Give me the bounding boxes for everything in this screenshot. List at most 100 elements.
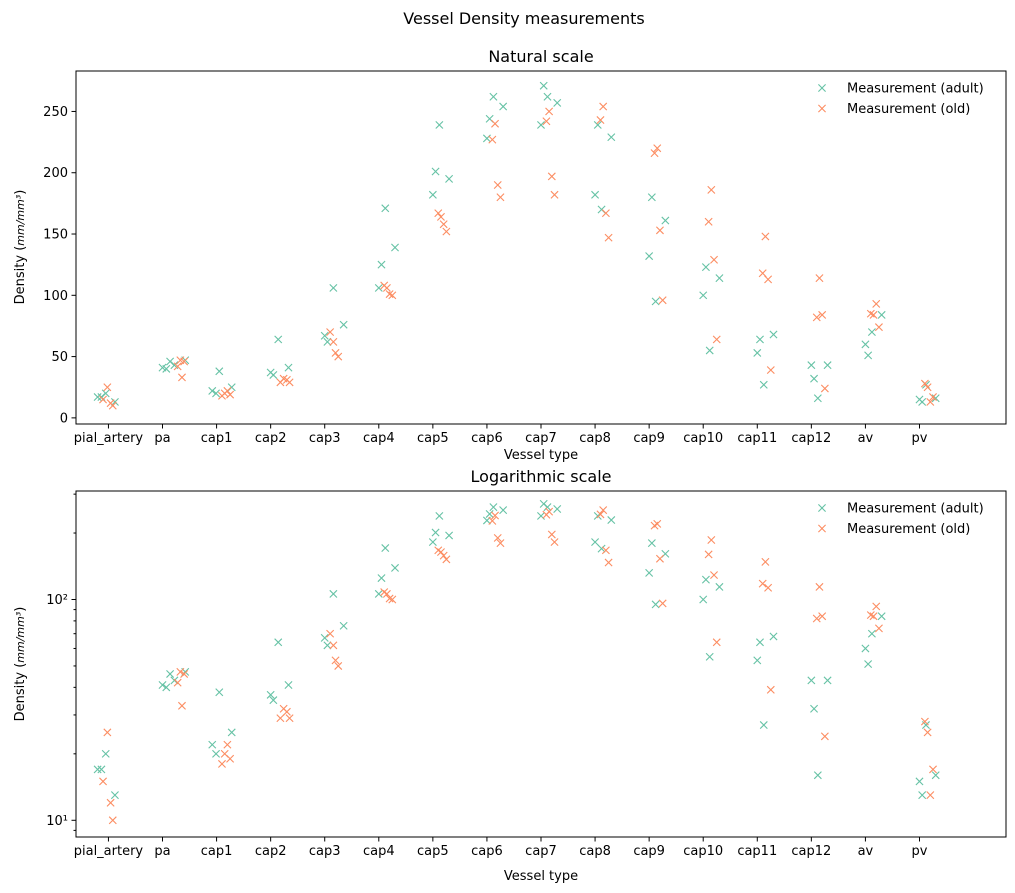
natural-scale-point-old (488, 135, 497, 144)
natural-scale-point-old (869, 310, 878, 319)
natural-scale-x-label: Vessel type (504, 448, 578, 463)
natural-scale-point-adult (374, 283, 383, 292)
log-scale-point-old (99, 777, 108, 786)
log-scale-point-adult (110, 791, 119, 800)
log-scale-point-old (866, 611, 875, 620)
log-scale-x-tick-label: pa (154, 844, 170, 859)
log-scale-point-old (758, 579, 767, 588)
natural-scale-point-adult (162, 364, 171, 373)
natural-scale-y-label-unit: mm/mm³ (14, 194, 27, 246)
natural-scale-point-old (491, 119, 500, 128)
natural-scale-y-label-text: Density (13, 255, 28, 305)
log-scale-point-old (282, 707, 291, 716)
log-scale-point-old (872, 602, 881, 611)
log-scale-point-adult (97, 765, 106, 774)
log-scale-point-adult (861, 644, 870, 653)
natural-scale-x-tick-label: cap8 (579, 431, 611, 446)
log-scale-point-old (436, 548, 445, 557)
natural-scale-y-tick-label: 50 (51, 350, 68, 365)
log-scale-point-old (766, 685, 775, 694)
natural-scale-point-old (815, 274, 824, 283)
log-scale-x-tick-label: cap12 (791, 844, 831, 859)
log-scale-x-tick-label: cap5 (417, 844, 449, 859)
natural-scale-point-adult (215, 367, 224, 376)
natural-scale-point-old (329, 337, 338, 346)
natural-scale-point-old (436, 212, 445, 221)
log-scale-point-old (920, 717, 929, 726)
natural-scale-point-adult (918, 397, 927, 406)
natural-scale-legend-marker-adult (818, 84, 826, 92)
log-scale-point-old (326, 629, 335, 638)
natural-scale-point-adult (715, 274, 724, 283)
natural-scale-point-adult (101, 389, 110, 398)
natural-scale-legend-label: Measurement (adult) (847, 82, 984, 97)
log-scale-x-tick-label: av (858, 844, 874, 859)
natural-scale-x-tick-label: cap9 (633, 431, 665, 446)
natural-scale-point-old (385, 290, 394, 299)
log-scale-point-adult (769, 632, 778, 641)
natural-scale-point-old (764, 275, 773, 284)
log-scale-point-adult (715, 582, 724, 591)
log-scale-legend-label: Measurement (adult) (847, 502, 984, 517)
natural-scale-x-tick-label: cap2 (255, 431, 287, 446)
log-scale-point-adult (651, 600, 660, 609)
natural-scale-point-old (926, 397, 935, 406)
log-scale-point-old (176, 667, 185, 676)
natural-scale-point-adult (877, 310, 886, 319)
natural-scale-point-adult (591, 190, 600, 199)
natural-scale-point-old (712, 335, 721, 344)
log-scale-point-old (488, 516, 497, 525)
natural-scale-point-old (382, 283, 391, 292)
log-scale-x-tick-label: cap6 (471, 844, 503, 859)
log-scale-point-old (547, 530, 556, 539)
log-scale-frame (75, 490, 1007, 838)
natural-scale-point-old (108, 401, 117, 410)
log-scale-point-adult (543, 503, 552, 512)
log-scale-x-tick-label: pial_artery (74, 844, 144, 859)
natural-scale-point-old (542, 117, 551, 126)
log-scale-x-tick-label: cap3 (309, 844, 341, 859)
natural-scale-y-ticks: 0 50 100 150 200 250 (43, 105, 76, 426)
log-scale-point-old (655, 554, 664, 563)
log-scale-point-old (604, 558, 613, 567)
natural-scale-point-old (180, 357, 189, 366)
natural-scale-point-old (766, 366, 775, 375)
natural-scale-point-adult (93, 393, 102, 402)
natural-scale-point-old (812, 313, 821, 322)
log-scale-point-old (385, 594, 394, 603)
log-scale-point-old (929, 765, 937, 774)
log-scale-point-old (329, 641, 338, 650)
natural-scale-point-old (761, 232, 770, 241)
log-scale-y-label-text: Density (13, 672, 28, 722)
natural-scale-point-old (99, 395, 108, 404)
natural-scale-point-adult (284, 363, 293, 372)
log-scale-point-old (388, 595, 397, 604)
log-scale-point-adult (877, 612, 886, 621)
natural-scale-point-adult (699, 291, 708, 300)
log-scale-point-old (710, 571, 719, 580)
log-scale-x-tick-label: cap4 (363, 844, 395, 859)
natural-scale-point-old (547, 172, 556, 181)
log-scale-point-old (285, 714, 294, 723)
log-scale-point-adult (329, 589, 338, 598)
natural-scale-point-old (285, 378, 294, 387)
natural-scale-x-tick-label: pial_artery (74, 431, 144, 446)
natural-scale-point-adult (705, 346, 714, 355)
natural-scale-point-old (223, 386, 232, 395)
natural-scale-point-adult (607, 133, 616, 142)
natural-scale-point-adult (381, 204, 390, 213)
natural-scale-point-old (601, 209, 610, 218)
log-scale-point-adult (597, 544, 606, 553)
natural-scale-point-old (818, 310, 827, 319)
log-scale-point-old (177, 701, 186, 710)
log-scale-point-old (653, 519, 662, 528)
log-scale-point-adult (274, 638, 283, 647)
log-scale-x-tick-label: cap8 (579, 844, 611, 859)
natural-scale-point-old (226, 390, 235, 399)
natural-scale-point-old (103, 383, 112, 392)
log-scale-point-adult (435, 511, 444, 520)
natural-scale-point-old (655, 226, 664, 235)
log-scale-point-old (658, 599, 667, 608)
natural-scale-point-old (923, 383, 932, 392)
natural-scale-point-adult (274, 335, 283, 344)
